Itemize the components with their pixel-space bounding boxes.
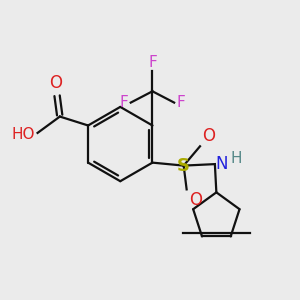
Text: O: O — [202, 127, 215, 145]
Text: F: F — [176, 95, 185, 110]
Text: F: F — [120, 95, 128, 110]
Text: HO: HO — [12, 127, 35, 142]
Text: O: O — [49, 74, 62, 92]
Text: F: F — [148, 55, 157, 70]
Text: H: H — [231, 151, 242, 166]
Text: S: S — [177, 157, 190, 175]
Text: N: N — [215, 154, 228, 172]
Text: O: O — [189, 191, 202, 209]
